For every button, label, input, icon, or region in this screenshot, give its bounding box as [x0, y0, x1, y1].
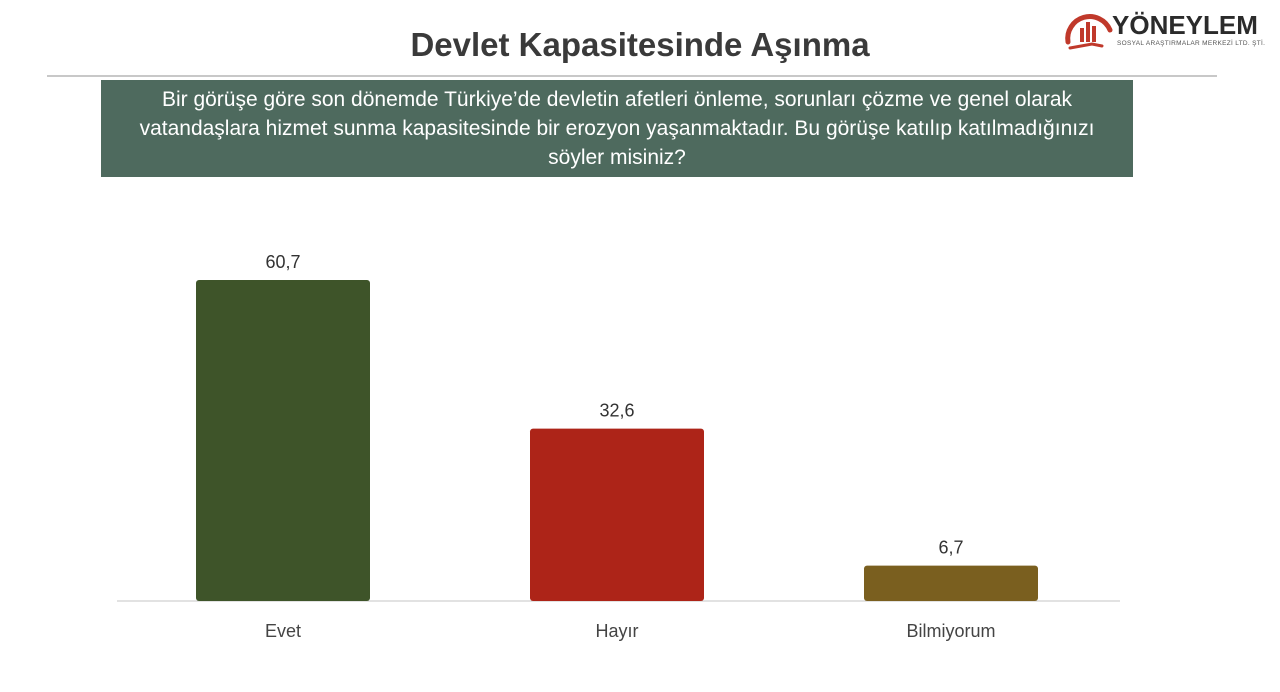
question-box: Bir görüşe göre son dönemde Türkiye’de d…	[101, 80, 1133, 177]
category-label: Hayır	[595, 621, 638, 641]
logo-name: YÖNEYLEM	[1112, 10, 1258, 40]
bar-hayır	[530, 428, 704, 601]
category-label: Evet	[265, 621, 301, 641]
category-label: Bilmiyorum	[906, 621, 995, 641]
bar-bilmiyorum	[864, 565, 1038, 601]
value-label: 6,7	[938, 538, 963, 558]
page-title: Devlet Kapasitesinde Aşınma	[410, 26, 870, 63]
question-text: Bir görüşe göre son dönemde Türkiye’de d…	[139, 88, 1095, 169]
value-label: 60,7	[265, 252, 300, 272]
logo: YÖNEYLEM SOSYAL ARAŞTIRMALAR MERKEZİ LTD…	[1062, 8, 1272, 56]
title-divider	[47, 75, 1217, 77]
value-label: 32,6	[599, 401, 634, 421]
logo-subtitle: SOSYAL ARAŞTIRMALAR MERKEZİ LTD. ŞTİ.	[1117, 40, 1266, 47]
bar-evet	[196, 280, 370, 601]
logo-mark-icon	[1065, 14, 1113, 50]
